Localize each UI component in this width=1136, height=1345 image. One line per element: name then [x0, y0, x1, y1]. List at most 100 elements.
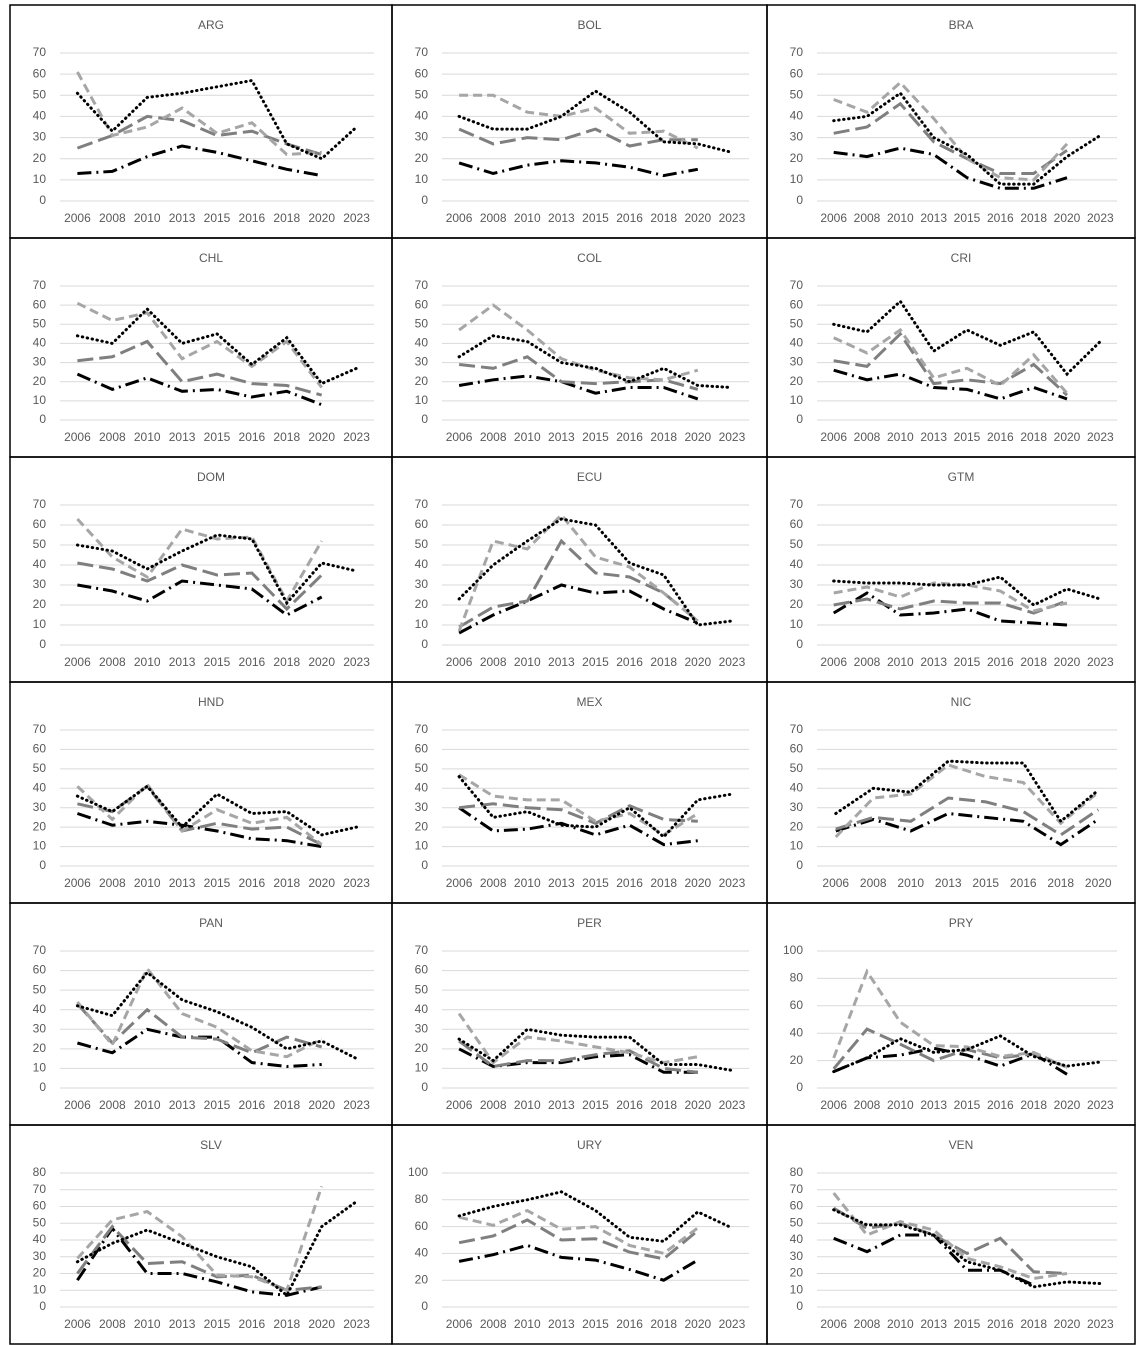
x-tick-label: 2013 [169, 1317, 196, 1331]
y-tick-label: 70 [415, 943, 429, 957]
x-tick-label: 2020 [308, 430, 335, 444]
y-tick-label: 60 [790, 1199, 804, 1213]
series-line [833, 331, 1069, 397]
x-tick-label: 2020 [1085, 876, 1112, 890]
x-tick-label: 2018 [650, 655, 677, 669]
x-tick-label: 2015 [582, 211, 609, 225]
y-tick-label: 50 [33, 316, 47, 330]
y-tick-label: 70 [790, 497, 804, 511]
series-line [458, 1218, 699, 1261]
x-tick-label: 2008 [480, 876, 507, 890]
x-tick-label: 2013 [548, 655, 575, 669]
y-tick-label: 50 [790, 316, 804, 330]
y-tick-label: 60 [33, 517, 47, 531]
x-tick-label: 2023 [343, 430, 370, 444]
x-tick-label: 2008 [854, 1317, 881, 1331]
y-tick-label: 20 [415, 597, 429, 611]
series-line [457, 517, 734, 627]
x-tick-label: 2020 [308, 211, 335, 225]
x-tick-label: 2018 [650, 876, 677, 890]
x-tick-label: 2016 [616, 430, 643, 444]
y-tick-label: 80 [790, 971, 804, 985]
x-tick-label: 2020 [308, 876, 335, 890]
x-tick-label: 2020 [1054, 655, 1081, 669]
series-line [458, 802, 698, 825]
x-tick-label: 2018 [273, 1317, 300, 1331]
x-tick-label: 2010 [514, 876, 541, 890]
y-tick-label: 50 [33, 982, 47, 996]
x-tick-label: 2010 [514, 655, 541, 669]
x-tick-label: 2010 [134, 430, 161, 444]
y-tick-label: 20 [33, 1041, 47, 1055]
x-tick-label: 2020 [684, 430, 711, 444]
cell-border [391, 4, 768, 239]
x-tick-label: 2008 [854, 430, 881, 444]
series-line [458, 1047, 698, 1074]
chart-title: HND [198, 695, 224, 709]
x-tick-label: 2018 [1020, 211, 1047, 225]
y-tick-label: 30 [33, 1249, 47, 1263]
series-line [75, 306, 359, 386]
y-tick-label: 10 [33, 172, 47, 186]
series-line [832, 591, 1068, 627]
x-tick-label: 2023 [1087, 655, 1114, 669]
series-line [458, 355, 699, 391]
chart-title: ECU [577, 470, 602, 484]
x-tick-label: 2008 [99, 1098, 126, 1112]
x-tick-label: 2016 [239, 430, 266, 444]
y-tick-label: 50 [790, 87, 804, 101]
y-tick-label: 100 [408, 1165, 428, 1179]
x-tick-label: 2016 [239, 211, 266, 225]
x-tick-label: 2016 [239, 655, 266, 669]
x-tick-label: 2013 [920, 211, 947, 225]
y-tick-label: 40 [790, 557, 804, 571]
x-tick-label: 2015 [204, 655, 231, 669]
x-tick-label: 2018 [273, 211, 300, 225]
x-tick-label: 2013 [548, 1098, 575, 1112]
series-line [458, 1208, 699, 1256]
x-tick-label: 2018 [273, 1098, 300, 1112]
series-line [76, 1224, 322, 1292]
series-line [833, 581, 1068, 613]
cell-border [9, 456, 393, 683]
y-tick-label: 40 [415, 1246, 429, 1260]
x-tick-label: 2018 [1020, 430, 1047, 444]
x-tick-label: 2015 [204, 1317, 231, 1331]
series-line [457, 1012, 699, 1065]
y-tick-label: 60 [790, 297, 804, 311]
y-tick-label: 0 [796, 1080, 803, 1094]
x-tick-label: 2010 [887, 211, 914, 225]
x-tick-label: 2023 [719, 1317, 746, 1331]
x-tick-label: 2020 [308, 655, 335, 669]
y-tick-label: 60 [33, 297, 47, 311]
series-line [833, 101, 1068, 175]
series-line [834, 763, 1100, 838]
series-line [458, 538, 699, 629]
y-tick-label: 50 [33, 537, 47, 551]
x-tick-label: 2020 [684, 876, 711, 890]
x-tick-label: 2015 [954, 655, 981, 669]
x-tick-label: 2016 [616, 876, 643, 890]
x-tick-label: 2008 [854, 1098, 881, 1112]
y-tick-label: 0 [39, 1299, 46, 1313]
series-line [75, 78, 359, 161]
y-tick-label: 20 [790, 819, 804, 833]
x-tick-label: 2016 [987, 211, 1014, 225]
x-tick-label: 2015 [204, 211, 231, 225]
x-tick-label: 2006 [446, 211, 473, 225]
y-tick-label: 40 [790, 780, 804, 794]
x-tick-label: 2023 [343, 655, 370, 669]
x-tick-label: 2018 [650, 430, 677, 444]
y-tick-label: 20 [790, 1266, 804, 1280]
series-line [832, 968, 1068, 1069]
x-tick-label: 2006 [64, 1317, 91, 1331]
x-tick-label: 2013 [548, 430, 575, 444]
y-tick-label: 50 [790, 761, 804, 775]
y-tick-label: 0 [421, 412, 428, 426]
y-tick-label: 20 [415, 1272, 429, 1286]
x-tick-label: 2013 [169, 876, 196, 890]
y-tick-label: 10 [33, 1061, 47, 1075]
cell-border [766, 1124, 1136, 1345]
x-tick-label: 2015 [954, 1317, 981, 1331]
